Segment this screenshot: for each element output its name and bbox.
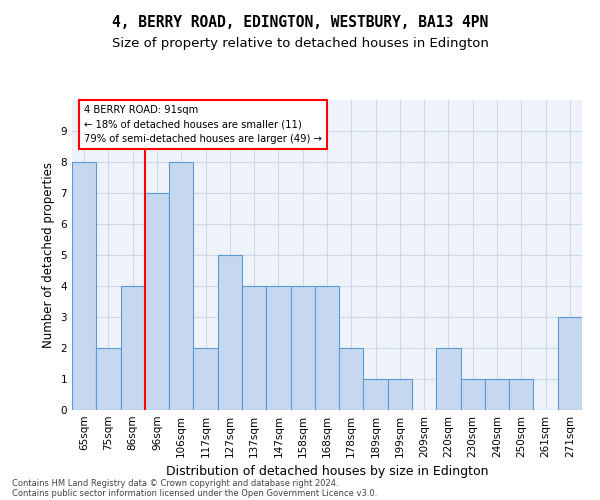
Bar [218,255,242,410]
Bar [388,379,412,410]
Bar [145,193,169,410]
Y-axis label: Number of detached properties: Number of detached properties [42,162,55,348]
Bar [315,286,339,410]
Bar [485,379,509,410]
Bar [461,379,485,410]
Bar [169,162,193,410]
Bar [364,379,388,410]
X-axis label: Distribution of detached houses by size in Edington: Distribution of detached houses by size … [166,466,488,478]
Bar [72,162,96,410]
Text: Contains public sector information licensed under the Open Government Licence v3: Contains public sector information licen… [12,488,377,498]
Bar [266,286,290,410]
Bar [339,348,364,410]
Bar [96,348,121,410]
Bar [193,348,218,410]
Bar [509,379,533,410]
Text: 4, BERRY ROAD, EDINGTON, WESTBURY, BA13 4PN: 4, BERRY ROAD, EDINGTON, WESTBURY, BA13 … [112,15,488,30]
Bar [242,286,266,410]
Bar [558,317,582,410]
Bar [290,286,315,410]
Text: Size of property relative to detached houses in Edington: Size of property relative to detached ho… [112,38,488,51]
Text: 4 BERRY ROAD: 91sqm
← 18% of detached houses are smaller (11)
79% of semi-detach: 4 BERRY ROAD: 91sqm ← 18% of detached ho… [84,104,322,144]
Text: Contains HM Land Registry data © Crown copyright and database right 2024.: Contains HM Land Registry data © Crown c… [12,478,338,488]
Bar [436,348,461,410]
Bar [121,286,145,410]
